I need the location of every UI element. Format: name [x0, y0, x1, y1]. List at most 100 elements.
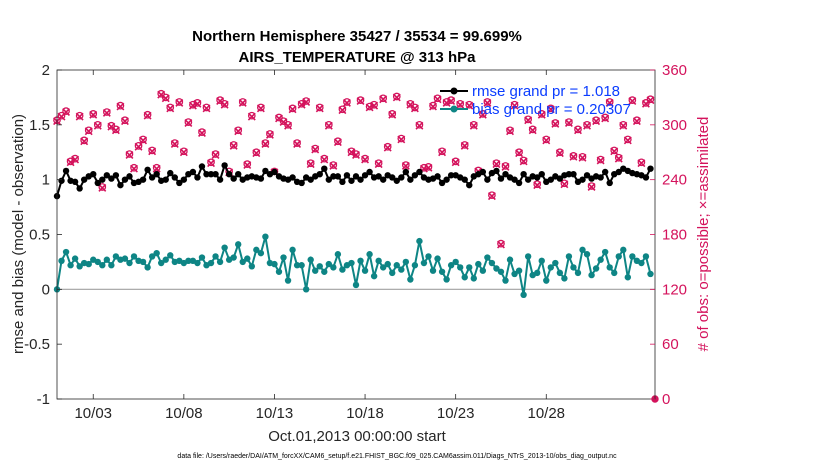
bias-series-point: [470, 275, 477, 282]
rmse-series-point: [330, 173, 337, 180]
rmse-series-point: [606, 179, 613, 187]
obs-possible-point: [537, 110, 546, 118]
bias-series-point: [144, 264, 151, 271]
rmse-series-point: [520, 170, 527, 178]
obs-possible-point: [556, 148, 564, 157]
obs-assimilated-point: [388, 110, 397, 119]
obs-assimilated-point: [184, 119, 193, 127]
obs-assimilated-point: [84, 127, 93, 136]
bias-series-point: [389, 269, 396, 277]
obs-assimilated-point: [139, 136, 148, 145]
obs-possible-point: [578, 152, 587, 161]
obs-assimilated-point: [315, 104, 324, 113]
obs-assimilated-point: [288, 105, 297, 114]
obs-assimilated-point: [610, 147, 619, 156]
y-axis-left-label: rmse and bias (model - observation): [10, 114, 27, 354]
obs-possible-point: [383, 142, 392, 151]
obs-assimilated-point: [614, 154, 623, 163]
obs-possible-point: [166, 103, 175, 112]
obs-assimilated-point: [397, 135, 406, 144]
rmse-series-point: [176, 179, 183, 187]
rmse-series-point: [556, 175, 564, 182]
bias-series-point: [515, 267, 523, 274]
obs-assimilated-point: [297, 100, 306, 109]
x-tick-label: 10/08: [165, 405, 203, 422]
obs-possible-point: [646, 95, 655, 104]
obs-assimilated-point: [587, 183, 596, 191]
bias-series-point: [502, 277, 509, 284]
rmse-series-point: [62, 167, 70, 175]
rmse-series-point: [180, 176, 188, 183]
y-right-tick-label: 300: [662, 117, 687, 134]
obs-assimilated-point: [220, 100, 229, 109]
bias-series-point: [257, 249, 265, 257]
obs-assimilated-point: [80, 137, 89, 146]
y-right-tick-label: 360: [662, 62, 687, 79]
obs-possible-point: [134, 142, 143, 150]
bias-series-point: [248, 263, 256, 270]
bias-series-point: [484, 254, 491, 261]
rmse-series-point: [411, 172, 419, 179]
obs-possible-point: [261, 139, 270, 147]
obs-assimilated-point: [352, 151, 360, 159]
obs-assimilated-point: [320, 155, 329, 164]
bias-series-point: [62, 248, 70, 256]
rmse-series-point: [601, 168, 609, 176]
y-left-tick-label: 0.5: [29, 227, 50, 244]
bias-series-point: [76, 263, 83, 270]
bias-series-point: [556, 269, 564, 277]
obs-possible-point: [284, 120, 292, 129]
obs-possible-point: [193, 99, 202, 107]
chart-title: Northern Hemisphere 35427 / 35534 = 99.6…: [192, 28, 522, 45]
obs-assimilated-point: [370, 101, 379, 110]
bias-series-point: [520, 291, 527, 299]
bias-series-point: [339, 266, 346, 273]
bias-series-point: [497, 268, 505, 275]
bias-series-point: [139, 258, 147, 266]
rmse-series-point: [94, 179, 101, 187]
bias-series-point: [606, 264, 613, 271]
obs-possible-point: [356, 96, 365, 105]
obs-assimilated-point: [247, 112, 256, 121]
series-layer: [53, 162, 654, 299]
rmse-series-point: [307, 176, 314, 183]
bias-series-point: [71, 255, 79, 262]
bias-series-point: [321, 268, 328, 275]
rmse-series-point: [479, 168, 487, 176]
obs-possible-point: [596, 155, 605, 164]
obs-assimilated-point: [89, 110, 98, 119]
y-right-tick-label: 240: [662, 172, 687, 189]
bias-series-point: [543, 277, 550, 284]
obs-assimilated-point: [338, 106, 347, 115]
obs-possible-point: [429, 101, 437, 110]
rmse-series-point: [357, 176, 364, 183]
obs-possible-point: [637, 158, 646, 167]
bias-series-point: [130, 253, 138, 260]
obs-assimilated-point: [175, 98, 184, 107]
bias-series-point: [379, 264, 387, 271]
rmse-series-point: [321, 165, 328, 172]
rmse-series-point: [99, 176, 106, 183]
legend-bias-marker: [450, 105, 458, 113]
obs-assimilated-point: [71, 155, 80, 164]
obs-assimilated-point: [265, 130, 274, 139]
x-tick-label: 10/28: [527, 405, 565, 422]
bias-series-point: [198, 254, 206, 261]
bias-series-point: [565, 253, 573, 260]
obs-assimilated-point: [487, 192, 496, 201]
bias-series-point: [289, 246, 296, 254]
obs-assimilated-point: [542, 136, 551, 145]
obs-possible-point: [71, 154, 79, 163]
rmse-series-point: [461, 176, 468, 183]
bias-series-point: [221, 244, 228, 251]
obs-possible-point: [478, 110, 487, 118]
obs-possible-point: [370, 100, 378, 109]
bias-series-point: [325, 260, 333, 268]
obs-possible-point: [89, 110, 98, 118]
chart-subtitle: AIRS_TEMPERATURE @ 313 hPa: [239, 49, 477, 66]
y-left-tick-label: 1.5: [29, 117, 50, 134]
obs-assimilated-point: [605, 98, 614, 107]
rmse-series-point: [162, 176, 169, 183]
rmse-series-point: [225, 170, 233, 178]
